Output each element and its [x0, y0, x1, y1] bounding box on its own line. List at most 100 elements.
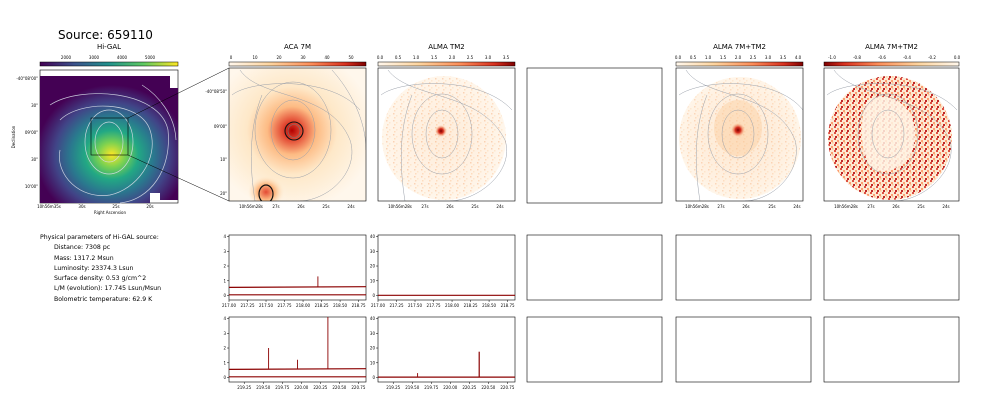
y-tick-label: 0 — [372, 293, 375, 298]
x-tick-label: 218.75 — [501, 303, 515, 308]
combo-ra-tick: 24s — [793, 204, 800, 209]
x-tick-label: 220.25 — [313, 385, 327, 390]
y-tick-label: 0 — [372, 375, 375, 380]
aca-ra-tick: 24s — [347, 204, 354, 209]
combo-cbar-tick: 1.5 — [720, 55, 727, 60]
x-tick-label: 218.50 — [482, 303, 496, 308]
diff-ra-tick: 27s — [867, 204, 874, 209]
empty-spectrum-panel — [526, 316, 663, 383]
y-tick-label: 0 — [223, 293, 226, 298]
diff-image: 10h56m28s 27s 26s 25s 24s — [823, 67, 960, 209]
spectrum-series-line — [228, 286, 367, 288]
y-tick-label: 30 — [370, 249, 376, 254]
tm2-cbar-tick: 1.5 — [431, 55, 438, 60]
diff-cbar-tick: -1.0 — [828, 55, 836, 60]
tm2-cbar-tick: 2.5 — [467, 55, 474, 60]
x-tick-label: 217.75 — [427, 303, 441, 308]
empty-spectrum-panel — [823, 316, 960, 383]
y-tick-label: 3 — [223, 249, 226, 254]
x-tick-label: 218.75 — [352, 303, 366, 308]
higal-cbar-tick: 2000 — [61, 55, 72, 60]
higal-colorbar — [39, 61, 179, 67]
spectrum-panel-frame — [377, 234, 516, 301]
diff-ra-tick: 10h56m28s — [834, 204, 858, 209]
higal-dec-tick: 30" — [31, 103, 38, 108]
aca-ra-tick: 25s — [322, 204, 329, 209]
aca-cbar-tick: 30 — [300, 55, 306, 60]
aca-dec-tick: 10" — [220, 157, 227, 162]
spectrum-panel-frame — [377, 316, 516, 383]
aca-ra-tick: 27s — [272, 204, 279, 209]
tm2-ra-tick: 10h56m28s — [388, 204, 412, 209]
combo-title: ALMA 7M+TM2 — [713, 43, 766, 51]
tm2-ra-tick: 25s — [471, 204, 478, 209]
tm2-colorbar: 0.0 0.5 1.0 1.5 2.0 2.5 3.0 3.5 — [377, 55, 516, 67]
param-mass: Mass: 1317.2 Msun — [54, 254, 114, 262]
combo-cbar-tick: 0.0 — [675, 55, 682, 60]
x-tick-label: 220.50 — [332, 385, 346, 390]
tm2-ra-tick: 27s — [421, 204, 428, 209]
aca-title: ACA 7M — [283, 43, 312, 51]
combo-ra-tick: 25s — [768, 204, 775, 209]
empty-panel — [526, 67, 663, 204]
diff-ra-tick: 26s — [892, 204, 899, 209]
empty-spectrum-panel — [823, 234, 960, 301]
combo-cbar-tick: 2.5 — [750, 55, 757, 60]
x-tick-label: 217.50 — [259, 303, 273, 308]
y-tick-label: 10 — [370, 360, 376, 365]
higal-image: -40°08'00" 30" 09'00" 30" 10'00" 10h56m3… — [11, 55, 179, 215]
x-tick-label: 218.25 — [464, 303, 478, 308]
aca-dec-tick: 09'00" — [214, 124, 227, 129]
y-tick-label: 40 — [370, 234, 376, 239]
x-tick-label: 220.50 — [481, 385, 495, 390]
param-lm: L/M (evolution): 17.745 Lsun/Msun — [54, 285, 162, 293]
tm2-title: ALMA TM2 — [428, 43, 465, 51]
tm2-cbar-tick: 2.0 — [449, 55, 456, 60]
aca-cbar-tick: 20 — [276, 55, 282, 60]
x-tick-label: 219.50 — [405, 385, 419, 390]
combo-cbar-tick: 1.0 — [705, 55, 712, 60]
diff-ra-tick: 24s — [942, 204, 949, 209]
y-tick-label: 4 — [223, 234, 226, 239]
aca-cbar-tick: 50 — [348, 55, 354, 60]
tm2-ra-tick: 24s — [496, 204, 503, 209]
param-surface-density: Surface density: 0.53 g/cm^2 — [54, 275, 147, 283]
higal-dec-tick: -40°08'00" — [16, 76, 38, 81]
diff-colorbar: -1.0 -0.8 -0.6 -0.4 -0.2 0.0 — [823, 55, 961, 67]
x-tick-label: 219.50 — [256, 385, 270, 390]
y-tick-label: 20 — [370, 264, 376, 269]
tm2-cbar-tick: 3.5 — [503, 55, 510, 60]
x-tick-label: 219.75 — [424, 385, 438, 390]
higal-ra-tick: 10h56m35s — [37, 204, 61, 209]
tm2-image: 10h56m28s 27s 26s 25s 24s — [377, 67, 516, 209]
empty-spectrum-panel — [675, 234, 812, 301]
higal-ra-tick: 20s — [146, 204, 153, 209]
empty-spectrum-panels — [526, 234, 960, 383]
x-tick-label: 218.00 — [445, 303, 459, 308]
higal-cbar-tick: 5000 — [145, 55, 156, 60]
tm2-ra-tick: 26s — [446, 204, 453, 209]
empty-spectrum-panel — [526, 234, 663, 301]
y-tick-label: 2 — [223, 264, 226, 269]
spectrum-series-line — [228, 368, 367, 370]
combo-ra-tick: 26s — [742, 204, 749, 209]
physical-parameters: Physical parameters of Hi-GAL source: Di… — [40, 233, 161, 305]
combo-cbar-tick: 0.5 — [690, 55, 697, 60]
x-tick-label: 217.50 — [408, 303, 422, 308]
x-tick-label: 220.75 — [500, 385, 514, 390]
aca-cbar-tick: 0 — [230, 55, 233, 60]
y-tick-label: 4 — [223, 316, 226, 321]
source-title: Source: 659110 — [58, 28, 153, 42]
x-tick-label: 220.75 — [351, 385, 365, 390]
x-tick-label: 219.25 — [386, 385, 400, 390]
x-tick-label: 217.25 — [241, 303, 255, 308]
combo-cbar-tick: 3.5 — [780, 55, 787, 60]
y-tick-label: 40 — [370, 316, 376, 321]
combo-ra-tick: 27s — [717, 204, 724, 209]
param-tbol: Bolometric temperature: 62.9 K — [54, 295, 153, 303]
y-tick-label: 10 — [370, 278, 376, 283]
diff-cbar-tick: 0.0 — [954, 55, 961, 60]
aca-dec-tick: -40°08'50" — [205, 89, 227, 94]
diff-cbar-tick: -0.8 — [853, 55, 861, 60]
